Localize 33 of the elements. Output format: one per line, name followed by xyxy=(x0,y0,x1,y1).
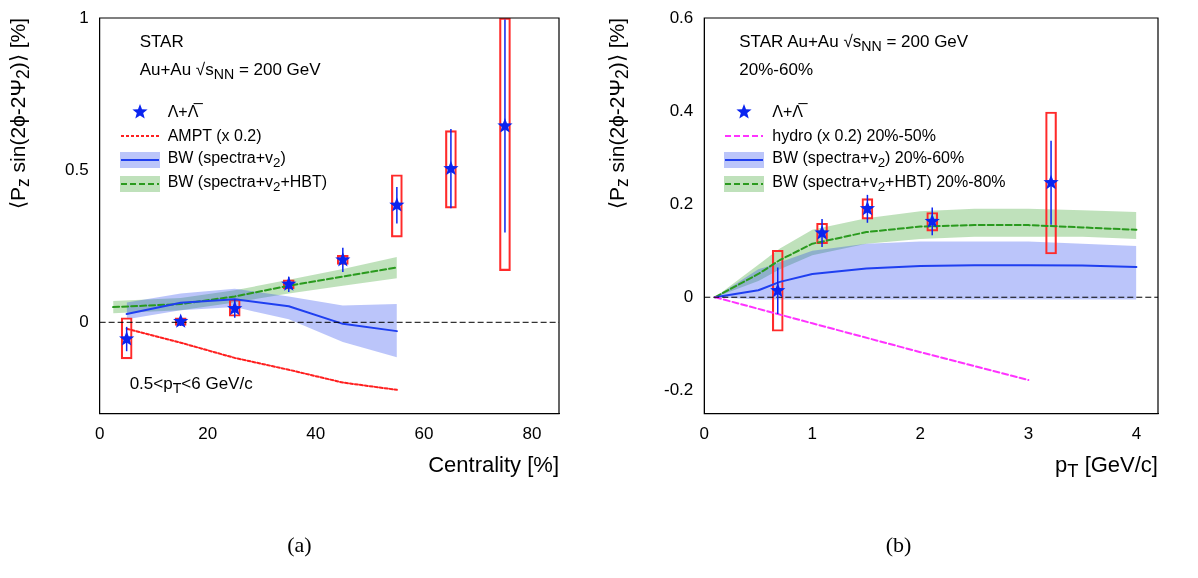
annotation: STAR xyxy=(139,32,184,52)
x-axis-title: Centrality [%] xyxy=(428,451,559,478)
annotation: Au+Au √s$_{NN}$ = 200 GeV xyxy=(139,60,321,83)
x-tick-label: 60 xyxy=(414,424,434,444)
text: (a) xyxy=(286,532,313,558)
x-tick-label: 80 xyxy=(522,424,542,444)
legend-label: BW (spectra+v$_{2}$) 20%-60% xyxy=(772,149,965,171)
x-tick-label: 1 xyxy=(807,424,818,444)
x-tick-label: 2 xyxy=(915,424,926,444)
annotation: 0.5<p$_{T}$<6 GeV/c xyxy=(129,373,253,396)
annotation: 20%-60% xyxy=(739,60,813,80)
x-tick-label: 3 xyxy=(1023,424,1034,444)
y-tick-label: 0 xyxy=(79,312,89,331)
legend-label: BW (spectra+v$_{2}$) xyxy=(167,149,286,171)
y-tick-label: 0.2 xyxy=(669,193,694,213)
x-tick-label: 40 xyxy=(306,424,326,444)
x-axis-title: p$_{T}$ [GeV/c] xyxy=(1055,451,1158,482)
x-tick-label: 0 xyxy=(699,424,710,444)
y-tick-label: 0.6 xyxy=(669,7,694,27)
y-tick-label: 0.5 xyxy=(64,159,89,179)
legend-label: AMPT (x 0.2) xyxy=(167,127,262,145)
text: (b) xyxy=(884,532,913,558)
y-tick-label: -0.2 xyxy=(664,380,694,400)
annotation: STAR Au+Au √s$_{NN}$ = 200 GeV xyxy=(739,32,969,55)
legend-label: BW (spectra+v$_{2}$+HBT) xyxy=(167,173,328,195)
x-tick-label: 0 xyxy=(94,424,105,444)
legend-label: BW (spectra+v$_{2}$+HBT) 20%-80% xyxy=(772,173,1006,195)
legend-label: hydro (x 0.2) 20%-50% xyxy=(772,127,936,145)
x-tick-label: 20 xyxy=(198,424,218,444)
x-tick-label: 4 xyxy=(1131,424,1142,444)
y-tick-label: 0.4 xyxy=(669,100,694,120)
y-tick-label: 1 xyxy=(79,7,89,27)
y-tick-label: 0 xyxy=(683,286,694,306)
